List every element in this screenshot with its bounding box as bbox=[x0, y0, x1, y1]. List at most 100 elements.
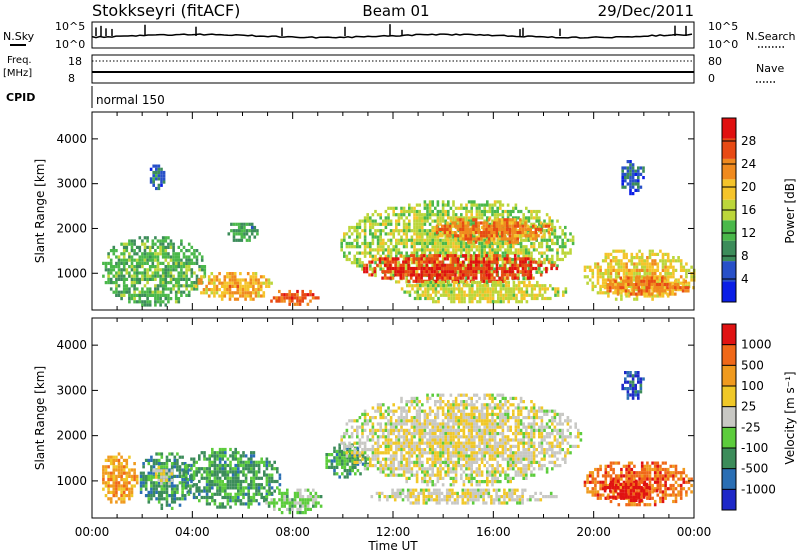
heatmap-cell bbox=[228, 275, 232, 279]
heatmap-cell bbox=[653, 272, 657, 276]
heatmap-cell bbox=[474, 254, 478, 258]
heatmap-cell bbox=[513, 254, 517, 258]
heatmap-cell bbox=[473, 290, 477, 294]
heatmap-cell bbox=[507, 296, 510, 301]
heatmap-cell bbox=[195, 495, 198, 500]
heatmap-cell bbox=[376, 451, 380, 455]
heatmap-cell bbox=[311, 296, 315, 300]
heatmap-cell bbox=[189, 487, 192, 491]
heatmap-cell bbox=[177, 271, 181, 275]
heatmap-cell bbox=[516, 263, 520, 267]
heatmap-cell bbox=[195, 261, 199, 265]
heatmap-cell bbox=[485, 254, 488, 258]
heatmap-cell bbox=[397, 248, 401, 252]
heatmap-cell bbox=[200, 467, 204, 471]
heatmap-cell bbox=[263, 470, 266, 474]
heatmap-cell bbox=[291, 504, 294, 508]
heatmap-cell bbox=[193, 249, 196, 253]
heatmap-cell bbox=[522, 248, 525, 252]
heatmap-cell bbox=[115, 478, 118, 482]
heatmap-cell bbox=[314, 296, 317, 300]
heatmap-cell bbox=[408, 213, 411, 217]
freq-panel-frame bbox=[91, 54, 695, 84]
heatmap-cell bbox=[387, 248, 390, 252]
heatmap-cell bbox=[402, 206, 406, 210]
heatmap-cell bbox=[627, 294, 631, 298]
heatmap-cell bbox=[496, 241, 499, 246]
heatmap-cell bbox=[382, 261, 385, 265]
heatmap-cell bbox=[499, 296, 503, 301]
heatmap-cell bbox=[125, 271, 129, 275]
heatmap-cell bbox=[122, 274, 126, 278]
heatmap-cell bbox=[482, 227, 486, 231]
heatmap-cell bbox=[247, 457, 250, 461]
heatmap-cell bbox=[207, 278, 211, 282]
heatmap-cell bbox=[527, 232, 531, 236]
heatmap-cell bbox=[341, 472, 344, 476]
heatmap-cell bbox=[418, 235, 421, 239]
heatmap-cell bbox=[447, 293, 451, 297]
heatmap-cell bbox=[146, 287, 149, 291]
heatmap-cell bbox=[346, 462, 349, 466]
heatmap-cell bbox=[165, 458, 169, 462]
heatmap-cell bbox=[622, 268, 626, 272]
heatmap-cell bbox=[286, 495, 289, 499]
heatmap-cell bbox=[180, 265, 183, 269]
nsky-tick-top: 10^5 bbox=[55, 20, 85, 33]
heatmap-cell bbox=[661, 279, 664, 283]
heatmap-cell bbox=[512, 245, 515, 249]
heatmap-cell bbox=[122, 490, 126, 494]
heatmap-cell bbox=[211, 454, 214, 458]
heatmap-cell bbox=[405, 229, 408, 233]
heatmap-cell bbox=[650, 276, 654, 280]
heatmap-cell bbox=[400, 422, 403, 426]
heatmap-cell bbox=[301, 299, 304, 303]
heatmap-cell bbox=[506, 213, 510, 217]
heatmap-cell bbox=[117, 471, 121, 475]
heatmap-cell bbox=[446, 237, 449, 241]
heatmap-cell bbox=[172, 258, 175, 262]
heatmap-cell bbox=[474, 270, 478, 274]
heatmap-cell bbox=[485, 263, 488, 267]
heatmap-cell bbox=[405, 428, 408, 432]
heatmap-cell bbox=[486, 293, 490, 297]
heatmap-cell bbox=[537, 227, 540, 231]
heatmap-cell bbox=[257, 294, 260, 298]
heatmap-cell bbox=[405, 441, 408, 445]
heatmap-cell bbox=[226, 479, 230, 484]
heatmap-cell bbox=[410, 261, 414, 265]
heatmap-cell bbox=[195, 249, 199, 253]
heatmap-cell bbox=[426, 293, 430, 297]
heatmap-cell bbox=[475, 235, 479, 239]
heatmap-cell bbox=[493, 234, 496, 238]
heatmap-cell bbox=[446, 231, 449, 235]
heatmap-cell bbox=[242, 451, 245, 455]
heatmap-cell bbox=[190, 274, 194, 278]
heatmap-cell bbox=[439, 213, 442, 217]
heatmap-cell bbox=[411, 287, 414, 291]
heatmap-cell bbox=[299, 504, 302, 508]
heatmap-cell bbox=[195, 489, 198, 493]
heatmap-cell bbox=[524, 234, 527, 238]
heatmap-cell bbox=[548, 248, 551, 252]
heatmap-cell bbox=[472, 227, 475, 231]
heatmap-cell bbox=[431, 203, 434, 207]
heatmap-cell bbox=[508, 221, 512, 225]
heatmap-cell bbox=[459, 221, 462, 225]
heatmap-cell bbox=[226, 463, 230, 468]
heatmap-cell bbox=[423, 257, 427, 262]
heatmap-cell bbox=[503, 227, 506, 231]
heatmap-cell bbox=[562, 293, 565, 297]
heatmap-cell bbox=[241, 288, 245, 292]
heatmap-cell bbox=[382, 451, 385, 455]
heatmap-cell bbox=[231, 284, 234, 288]
heatmap-cell bbox=[521, 266, 525, 271]
heatmap-cell bbox=[425, 263, 429, 267]
heatmap-cell bbox=[439, 270, 442, 274]
heatmap-cell bbox=[273, 460, 276, 464]
heatmap-cell bbox=[395, 219, 398, 223]
heatmap-cell bbox=[301, 495, 305, 499]
heatmap-cell bbox=[183, 481, 187, 485]
heatmap-cell bbox=[487, 227, 491, 231]
heatmap-cell bbox=[242, 479, 245, 484]
